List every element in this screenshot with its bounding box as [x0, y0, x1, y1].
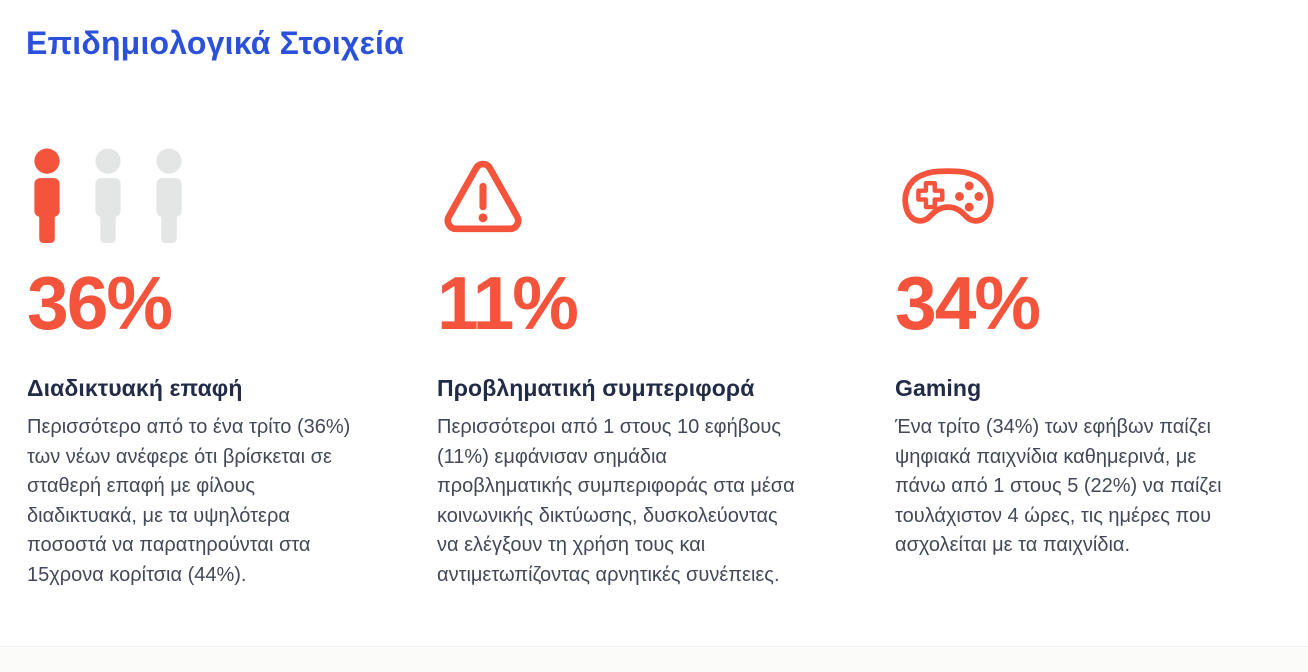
stat-description: Ένα τρίτο (34%) των εφήβων παίζει ψηφιακ…: [895, 416, 1222, 556]
stat-description: Περισσότερο από το ένα τρίτο (36%) των ν…: [27, 416, 351, 586]
person-figure-icon: [95, 148, 121, 244]
stat-card-problematic-behaviour: 11% Προβληματική συμπεριφορά Περισσότερο…: [437, 148, 799, 590]
stat-percent: 11%: [437, 261, 579, 345]
person-figure-icon: [156, 148, 182, 244]
stat-heading: Προβληματική συμπεριφορά: [437, 375, 755, 401]
stat-percent: 34%: [895, 261, 1041, 345]
stat-card-gaming: 34% Gaming Ένα τρίτο (34%) των εφήβων πα…: [895, 148, 1240, 561]
person-figure-highlighted-icon: [34, 148, 60, 244]
people-group: [27, 148, 189, 245]
stat-heading: Διαδικτυακή επαφή: [27, 375, 243, 401]
stat-card-online-contact: 36% Διαδικτυακή επαφή Περισσότερο από το…: [27, 148, 362, 590]
people-icon: [27, 148, 362, 245]
stat-heading: Gaming: [895, 375, 982, 401]
page-title: Επιδημιολογικά Στοιχεία: [26, 25, 404, 62]
stat-description: Περισσότεροι από 1 στους 10 εφήβους (11%…: [437, 416, 795, 586]
warning-icon: [437, 148, 799, 245]
slide-bottom-edge: [0, 646, 1308, 672]
gamepad-icon: [895, 148, 1240, 245]
stat-percent: 36%: [27, 261, 173, 345]
